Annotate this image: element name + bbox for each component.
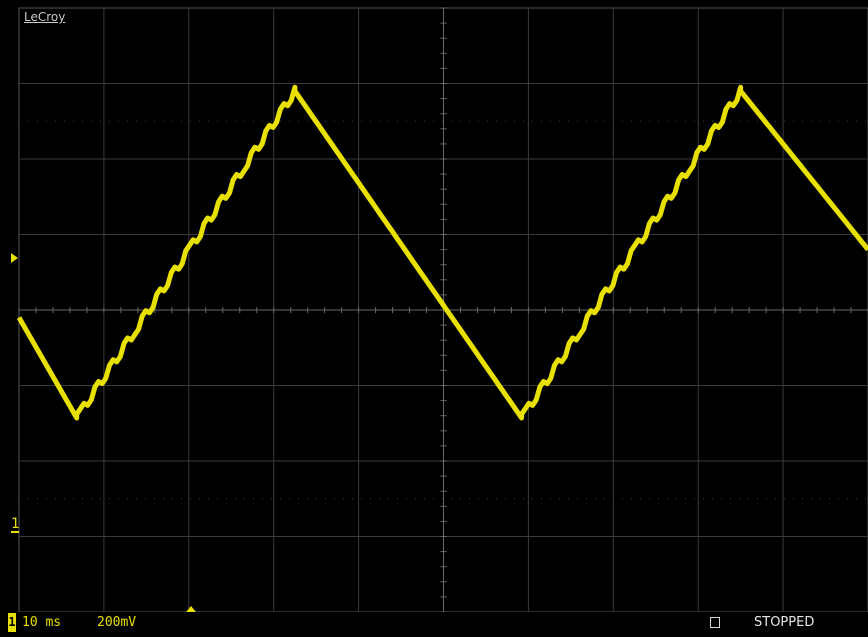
acquisition-status[interactable]: STOPPED (754, 615, 815, 630)
trigger-level-marker (11, 253, 18, 263)
acquisition-indicator-icon (710, 617, 720, 628)
trigger-position-marker (186, 606, 196, 612)
status-bar (0, 612, 868, 637)
channel-1-ground-label: 1 (11, 516, 19, 532)
volts-per-div-readout[interactable]: 200mV (97, 615, 137, 630)
brand-logo: LeCroy (24, 10, 66, 24)
timebase-readout[interactable]: 10 ms (22, 615, 62, 630)
markers: 1 (11, 253, 196, 612)
graticule (18, 7, 868, 613)
channel-1-badge[interactable]: 1 (8, 613, 16, 632)
channel-1-trace (16, 84, 868, 421)
channel-1-waveform (16, 84, 868, 421)
